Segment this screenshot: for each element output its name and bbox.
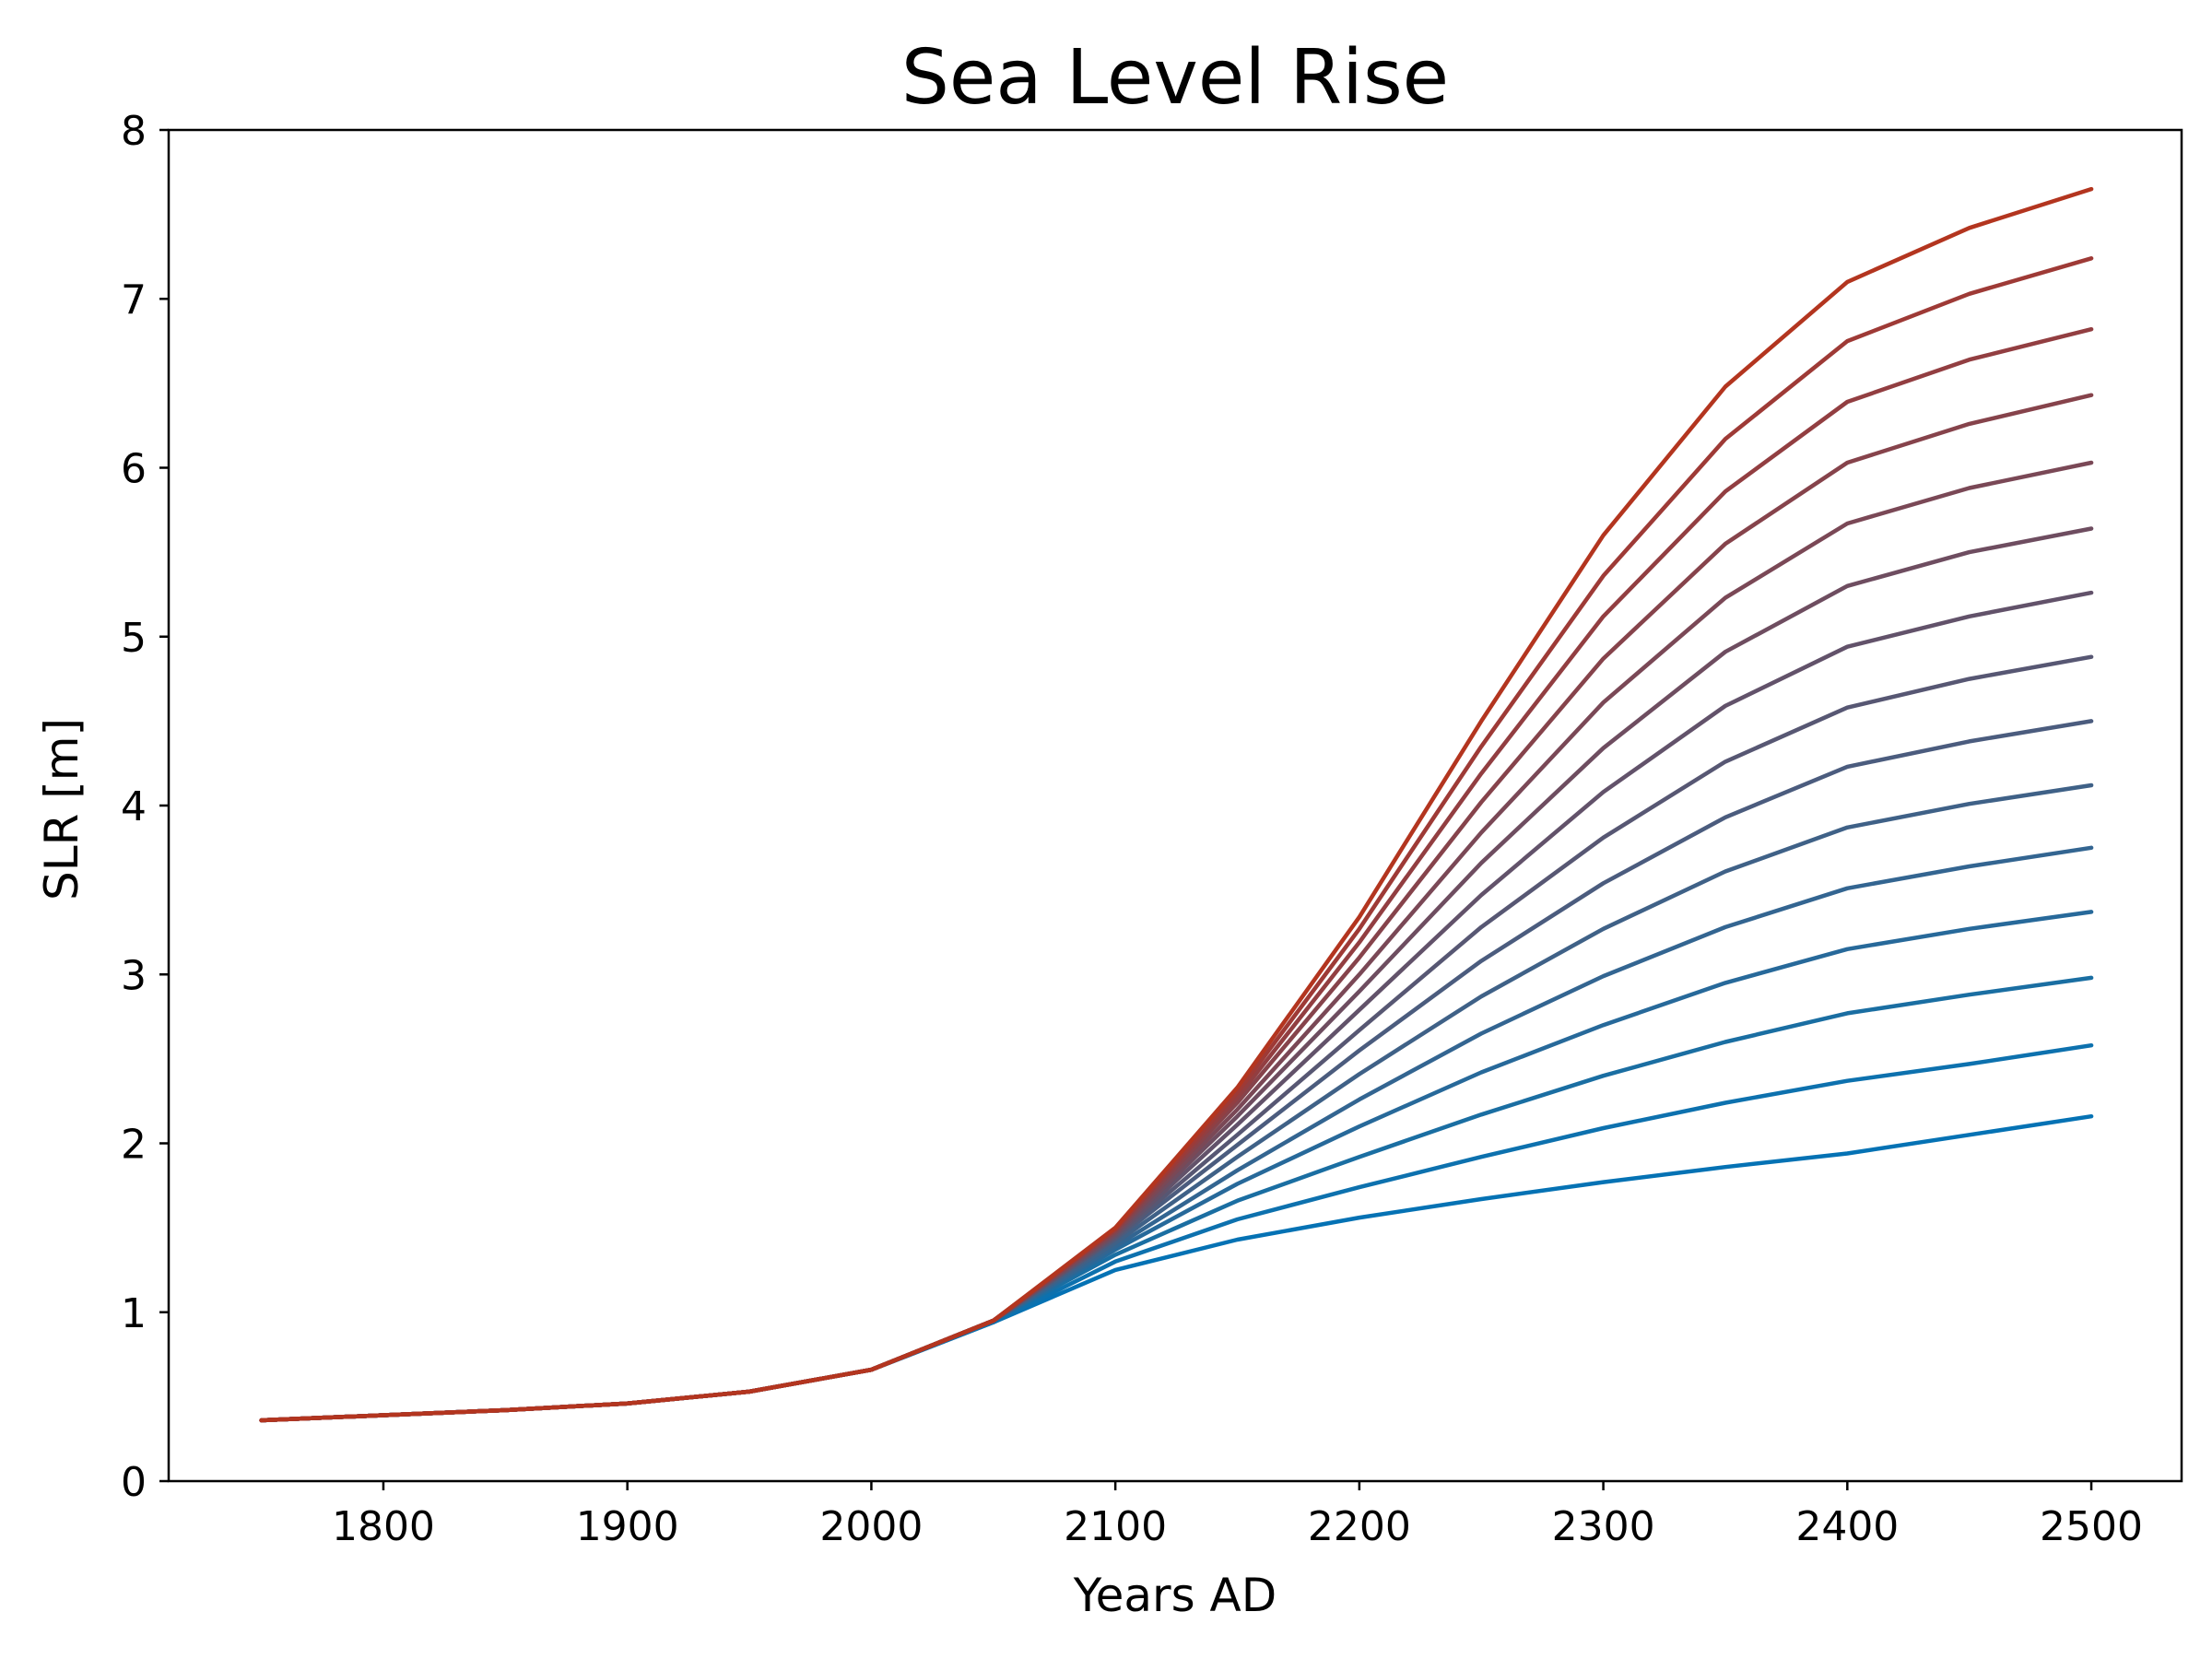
y-tick-label-0: 0 [121, 1459, 147, 1506]
series-line-7 [259, 719, 2094, 1423]
y-tick-label-3: 3 [121, 952, 147, 999]
series-line-2 [259, 1042, 2094, 1423]
series-line-5 [259, 845, 2094, 1423]
x-tick-label-2400: 2400 [1795, 1503, 1899, 1550]
series-group [259, 186, 2094, 1423]
series-line-15 [259, 186, 2094, 1423]
chart-title: Sea Level Rise [901, 34, 1449, 122]
x-tick-label-2500: 2500 [2040, 1503, 2143, 1550]
y-axis-label: SLR [m] [35, 718, 88, 900]
y-tick-label-7: 7 [121, 276, 147, 324]
x-tick-label-2300: 2300 [1552, 1503, 1655, 1550]
y-tick-label-2: 2 [121, 1122, 147, 1169]
x-tick-label-1900: 1900 [576, 1503, 679, 1550]
x-axis-label: Years AD [1073, 1569, 1277, 1622]
series-line-8 [259, 654, 2094, 1423]
series-line-9 [259, 590, 2094, 1423]
x-tick-label-2200: 2200 [1308, 1503, 1411, 1550]
x-tick-label-2100: 2100 [1064, 1503, 1167, 1550]
series-line-12 [259, 393, 2094, 1423]
series-line-11 [259, 460, 2094, 1423]
x-tick-label-1800: 1800 [332, 1503, 435, 1550]
plot-frame [167, 128, 2183, 1483]
axes: 1800 1900 2000 2100 2200 2300 2400 2500 0 1 2 3 4 5 6 7… [121, 108, 2143, 1550]
x-tick-label-2000: 2000 [819, 1503, 923, 1550]
y-tick-label-6: 6 [121, 446, 147, 493]
series-line-6 [259, 782, 2094, 1423]
y-tick-label-5: 5 [121, 615, 147, 662]
y-tick-label-4: 4 [121, 783, 147, 830]
y-tick-label-1: 1 [121, 1290, 147, 1337]
y-tick-label-8: 8 [121, 108, 147, 155]
